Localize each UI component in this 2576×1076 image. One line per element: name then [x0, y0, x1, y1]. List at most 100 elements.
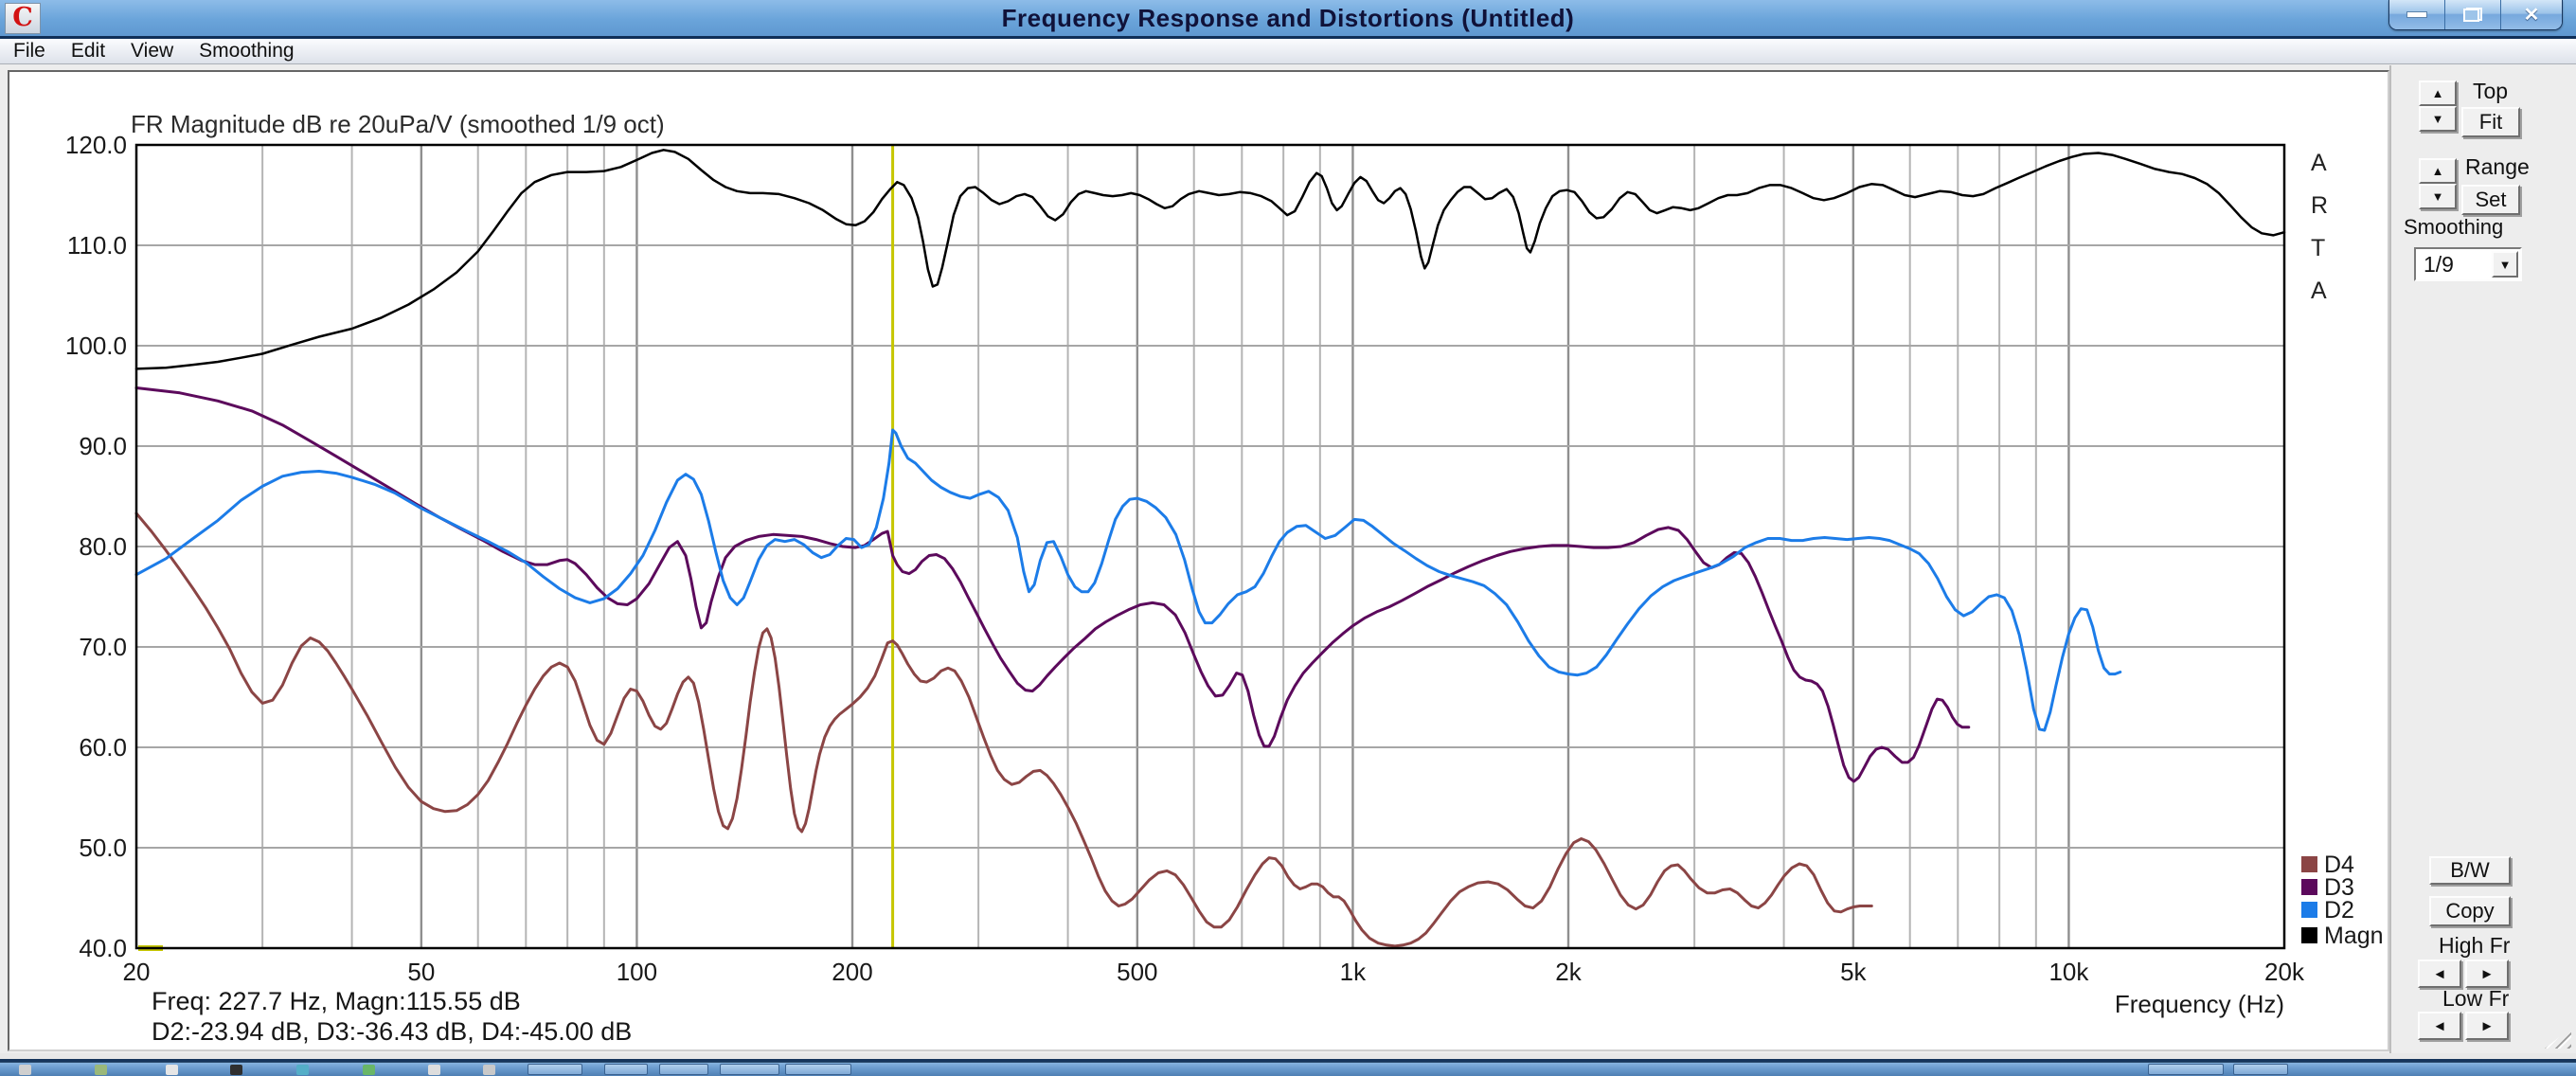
- copy-button[interactable]: Copy: [2429, 896, 2511, 926]
- arrow-right-icon: ►: [2479, 1017, 2495, 1034]
- curve-d2: [134, 428, 2122, 732]
- high-fr-label: High Fr: [2439, 933, 2511, 958]
- y-tick-label: 80.0: [79, 532, 127, 561]
- curve-d4: [134, 511, 1873, 948]
- menu-item-edit[interactable]: Edit: [70, 40, 106, 62]
- arta-logo-icon: C: [5, 3, 41, 34]
- legend-label-magn: Magn: [2324, 923, 2384, 949]
- x-tick-label: 2k: [1555, 958, 1582, 986]
- legend-label-d3: D3: [2324, 874, 2354, 901]
- smoothing-value: 1/9: [2424, 252, 2454, 277]
- restore-icon: [2463, 8, 2482, 22]
- high-fr-right-button[interactable]: ►: [2465, 959, 2509, 988]
- taskbar-app-button[interactable]: [720, 1064, 779, 1075]
- chevron-down-icon[interactable]: ▼: [2492, 251, 2518, 278]
- close-button[interactable]: ✕: [2501, 0, 2562, 29]
- legend-swatch-d2: [2301, 902, 2317, 918]
- arta-watermark: T: [2311, 235, 2325, 261]
- arrow-right-icon: ►: [2479, 965, 2495, 982]
- x-tick-label: 5k: [1840, 958, 1867, 986]
- x-tick-label: 100: [617, 958, 657, 986]
- high-fr-left-button[interactable]: ◄: [2418, 959, 2461, 988]
- taskbar-app-button[interactable]: [2148, 1064, 2224, 1075]
- close-icon: ✕: [2523, 4, 2540, 26]
- taskbar[interactable]: [0, 1062, 2576, 1076]
- x-tick-label: 10k: [2048, 958, 2089, 986]
- side-panel: ▲ ▼ Top Fit ▲ ▼ Range Set Smoothing 1/9 …: [2389, 65, 2568, 1053]
- taskbar-app-icon[interactable]: [19, 1065, 31, 1075]
- chart-title: FR Magnitude dB re 20uPa/V (smoothed 1/9…: [131, 110, 665, 138]
- x-tick-label: 20k: [2264, 958, 2305, 986]
- taskbar-app-button[interactable]: [528, 1064, 582, 1075]
- menu-item-smoothing[interactable]: Smoothing: [199, 40, 295, 62]
- client-area: FR Magnitude dB re 20uPa/V (smoothed 1/9…: [0, 65, 2576, 1053]
- minimize-icon: [2406, 11, 2427, 18]
- cursor-readout-line2: D2:-23.94 dB, D3:-36.43 dB, D4:-45.00 dB: [152, 1017, 633, 1046]
- restore-button[interactable]: [2445, 0, 2501, 29]
- taskbar-app-button[interactable]: [659, 1064, 708, 1075]
- taskbar-app-icon[interactable]: [95, 1065, 107, 1075]
- taskbar-app-icon[interactable]: [428, 1065, 440, 1075]
- x-tick-label: 200: [832, 958, 872, 986]
- top-label: Top: [2473, 79, 2509, 103]
- top-down-button[interactable]: ▼: [2419, 106, 2457, 132]
- fr-chart[interactable]: FR Magnitude dB re 20uPa/V (smoothed 1/9…: [9, 72, 2388, 1049]
- arrow-left-icon: ◄: [2432, 1017, 2447, 1034]
- y-tick-label: 120.0: [65, 131, 127, 159]
- plot-frame: [134, 143, 2286, 950]
- set-button[interactable]: Set: [2461, 185, 2520, 215]
- arta-watermark: A: [2311, 278, 2327, 304]
- taskbar-app-icon[interactable]: [230, 1065, 242, 1075]
- menu-item-view[interactable]: View: [131, 40, 174, 62]
- minimize-button[interactable]: [2389, 0, 2445, 29]
- taskbar-app-button[interactable]: [604, 1064, 648, 1075]
- taskbar-app-icon[interactable]: [166, 1065, 178, 1075]
- bw-button[interactable]: B/W: [2429, 856, 2511, 885]
- arrow-up-icon: ▲: [2431, 86, 2444, 100]
- window-title: Frequency Response and Distortions (Unti…: [1001, 4, 1575, 32]
- arrow-down-icon: ▼: [2431, 112, 2444, 126]
- window-bottom-strip: [0, 1053, 2576, 1059]
- low-fr-right-button[interactable]: ►: [2465, 1012, 2509, 1040]
- legend-swatch-d3: [2301, 879, 2317, 895]
- range-down-button[interactable]: ▼: [2419, 184, 2457, 209]
- taskbar-app-icon[interactable]: [363, 1065, 375, 1075]
- legend-swatch-d4: [2301, 856, 2317, 872]
- plot-panel: FR Magnitude dB re 20uPa/V (smoothed 1/9…: [8, 70, 2389, 1051]
- low-fr-label: Low Fr: [2442, 986, 2510, 1011]
- taskbar-app-button[interactable]: [785, 1064, 851, 1075]
- title-bar: C Frequency Response and Distortions (Un…: [0, 0, 2576, 39]
- window-controls: ✕: [2388, 0, 2563, 30]
- range-up-button[interactable]: ▲: [2419, 158, 2457, 184]
- low-fr-left-button[interactable]: ◄: [2418, 1012, 2461, 1040]
- curve-magn: [134, 149, 2286, 370]
- y-tick-label: 50.0: [79, 834, 127, 862]
- arrow-left-icon: ◄: [2432, 965, 2447, 982]
- taskbar-app-icon[interactable]: [296, 1065, 309, 1075]
- x-tick-label: 50: [407, 958, 435, 986]
- x-tick-label: 20: [123, 958, 151, 986]
- curve-d3: [134, 386, 1971, 783]
- menu-bar: File Edit View Smoothing: [0, 39, 2576, 64]
- y-tick-label: 70.0: [79, 633, 127, 661]
- top-up-button[interactable]: ▲: [2419, 81, 2457, 106]
- x-tick-label: 500: [1117, 958, 1157, 986]
- y-tick-label: 110.0: [67, 231, 127, 260]
- y-tick-label: 90.0: [79, 432, 127, 460]
- range-label: Range: [2465, 154, 2530, 179]
- arta-watermark: R: [2311, 192, 2328, 219]
- arrow-down-icon: ▼: [2431, 189, 2444, 204]
- taskbar-app-icon[interactable]: [483, 1065, 495, 1075]
- y-tick-label: 100.0: [65, 332, 127, 360]
- fit-button[interactable]: Fit: [2461, 107, 2520, 137]
- y-tick-label: 60.0: [79, 733, 127, 762]
- smoothing-label: Smoothing: [2404, 215, 2504, 239]
- x-axis-title: Frequency (Hz): [2115, 990, 2284, 1018]
- smoothing-dropdown[interactable]: 1/9 ▼: [2414, 247, 2522, 281]
- legend-label-d2: D2: [2324, 897, 2354, 924]
- arrow-up-icon: ▲: [2431, 164, 2444, 178]
- menu-item-file[interactable]: File: [13, 40, 45, 62]
- cursor-readout-line1: Freq: 227.7 Hz, Magn:115.55 dB: [152, 987, 521, 1015]
- y-tick-label: 40.0: [79, 934, 127, 962]
- taskbar-app-button[interactable]: [2233, 1064, 2288, 1075]
